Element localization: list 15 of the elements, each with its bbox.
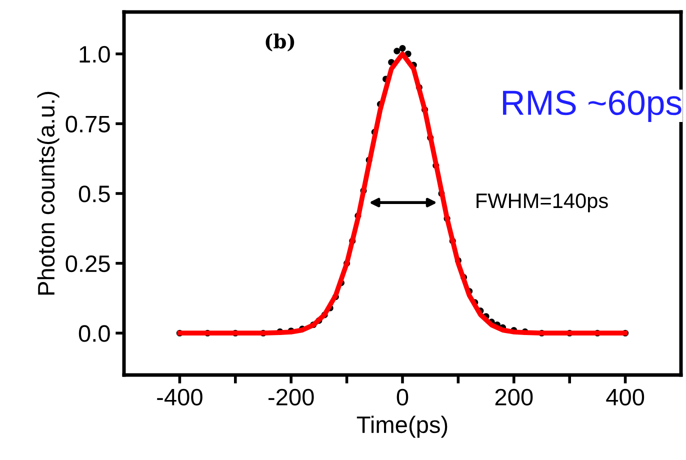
x-tick-label: -400	[157, 388, 202, 406]
x-tick-label: 200	[495, 388, 533, 406]
y-tick-label: 0.25	[66, 255, 110, 272]
y-tick-label: 0.5	[78, 186, 110, 202]
y-tick-label: 0.75	[66, 116, 110, 132]
y-tick-label: 0.0	[78, 325, 110, 342]
annotation: RMS ~60ps	[503, 90, 682, 122]
y-axis-title: Photon counts(a.u.)	[37, 92, 60, 295]
y-tick-label: 1.0	[80, 46, 110, 63]
x-tick-label: 0	[396, 388, 408, 406]
annotation: FWHM=140ps	[476, 193, 608, 212]
x-tick-label: -200	[268, 388, 314, 406]
annotation: (b)	[266, 34, 294, 52]
x-tick-label: 400	[606, 388, 644, 406]
x-axis-title: Time(ps)	[356, 416, 448, 438]
